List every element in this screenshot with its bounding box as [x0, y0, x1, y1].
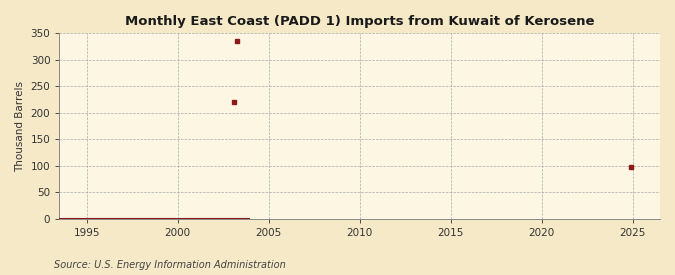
Title: Monthly East Coast (PADD 1) Imports from Kuwait of Kerosene: Monthly East Coast (PADD 1) Imports from… — [125, 15, 595, 28]
Text: Source: U.S. Energy Information Administration: Source: U.S. Energy Information Administ… — [54, 260, 286, 270]
Y-axis label: Thousand Barrels: Thousand Barrels — [15, 81, 25, 172]
